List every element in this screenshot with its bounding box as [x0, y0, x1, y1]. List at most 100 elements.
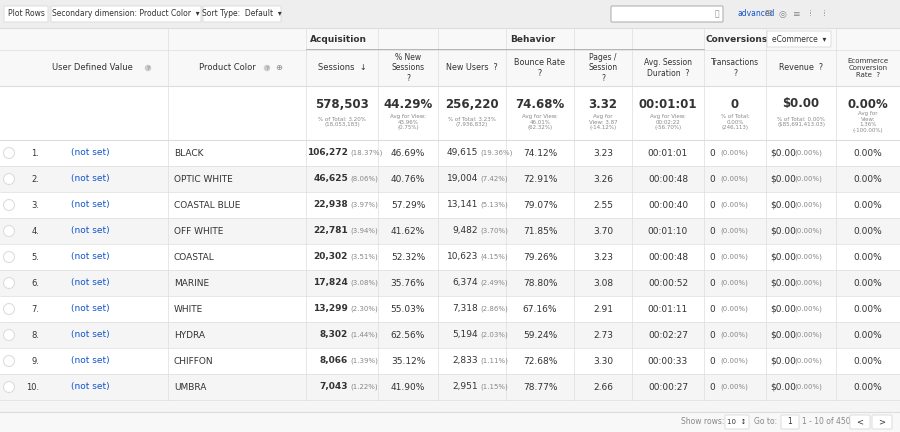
Text: 9.: 9.: [32, 356, 39, 365]
Text: 52.32%: 52.32%: [391, 252, 425, 261]
Circle shape: [4, 200, 14, 210]
Text: $0.00: $0.00: [770, 200, 796, 210]
Text: Ecommerce
Conversion
Rate  ?: Ecommerce Conversion Rate ?: [848, 58, 888, 78]
Text: (0.00%): (0.00%): [720, 150, 748, 156]
Text: 4.: 4.: [32, 226, 39, 235]
Text: 10.: 10.: [26, 382, 39, 391]
Text: Pages /
Session
?: Pages / Session ?: [589, 53, 617, 83]
Text: 00:00:27: 00:00:27: [648, 382, 688, 391]
Text: 44.29%: 44.29%: [383, 98, 433, 111]
Text: 0: 0: [709, 382, 715, 391]
Circle shape: [4, 381, 14, 393]
Text: 0.00%: 0.00%: [853, 252, 882, 261]
Text: 72.91%: 72.91%: [523, 175, 557, 184]
Text: (0.00%): (0.00%): [794, 332, 822, 338]
Text: 5.: 5.: [32, 252, 39, 261]
Bar: [0, 140, 900, 166]
Text: (7.42%): (7.42%): [480, 176, 508, 182]
Text: (0.00%): (0.00%): [720, 176, 748, 182]
Text: 0.00%: 0.00%: [853, 305, 882, 314]
Text: 8,066: 8,066: [320, 356, 348, 365]
Text: 0.00%: 0.00%: [853, 382, 882, 391]
Text: 0: 0: [709, 200, 715, 210]
Text: 79.07%: 79.07%: [523, 200, 557, 210]
Text: % of Total: 0.00%
($85,691,413.03): % of Total: 0.00% ($85,691,413.03): [777, 117, 825, 127]
Text: 00:02:27: 00:02:27: [648, 330, 688, 340]
Text: ⁞: ⁞: [808, 10, 812, 19]
Text: 19,004: 19,004: [446, 175, 478, 184]
Text: 10  ↕: 10 ↕: [727, 419, 747, 425]
FancyBboxPatch shape: [611, 6, 723, 22]
Text: (not set): (not set): [71, 149, 109, 158]
Text: User Defined Value: User Defined Value: [51, 64, 132, 73]
Text: (not set): (not set): [71, 175, 109, 184]
Text: $0.00: $0.00: [770, 279, 796, 288]
Text: Avg for View:
46.01%
(62.32%): Avg for View: 46.01% (62.32%): [522, 114, 558, 130]
Text: % New
Sessions
?: % New Sessions ?: [392, 53, 425, 83]
Bar: [0, 412, 900, 432]
Text: 9,482: 9,482: [453, 226, 478, 235]
Text: 1 - 10 of 450: 1 - 10 of 450: [802, 417, 850, 426]
Text: $0.00: $0.00: [770, 356, 796, 365]
Text: eCommerce  ▾: eCommerce ▾: [772, 35, 826, 44]
Circle shape: [4, 330, 14, 340]
Text: 0.00%: 0.00%: [853, 279, 882, 288]
Text: 7,318: 7,318: [452, 305, 478, 314]
Text: (2.03%): (2.03%): [480, 332, 508, 338]
Text: (2.49%): (2.49%): [480, 280, 508, 286]
Text: $0.00: $0.00: [770, 226, 796, 235]
Text: 62.56%: 62.56%: [391, 330, 425, 340]
Text: 0.00%: 0.00%: [853, 149, 882, 158]
Bar: [0, 28, 900, 86]
Bar: [0, 374, 900, 400]
Text: 00:00:48: 00:00:48: [648, 252, 688, 261]
Text: Revenue  ?: Revenue ?: [778, 64, 824, 73]
Text: (0.00%): (0.00%): [720, 384, 748, 390]
Text: (not set): (not set): [71, 200, 109, 210]
Text: 13,299: 13,299: [313, 305, 348, 314]
Text: 2.55: 2.55: [593, 200, 613, 210]
Text: 🔍: 🔍: [715, 10, 719, 19]
Text: MARINE: MARINE: [174, 279, 209, 288]
Text: 0: 0: [731, 98, 739, 111]
Text: 74.68%: 74.68%: [516, 98, 564, 111]
Text: 13,141: 13,141: [446, 200, 478, 210]
Text: (0.00%): (0.00%): [720, 254, 748, 260]
Text: 79.26%: 79.26%: [523, 252, 557, 261]
Text: (19.36%): (19.36%): [480, 150, 512, 156]
Text: Avg for
View:
1.36%
(-100.00%): Avg for View: 1.36% (-100.00%): [852, 111, 883, 133]
Text: 7.: 7.: [31, 305, 39, 314]
Bar: [0, 244, 900, 270]
Text: 00:01:01: 00:01:01: [639, 98, 698, 111]
Text: % of Total: 3.23%
(7,936,832): % of Total: 3.23% (7,936,832): [448, 117, 496, 127]
Text: 3.23: 3.23: [593, 149, 613, 158]
Text: 6,374: 6,374: [453, 279, 478, 288]
FancyBboxPatch shape: [725, 415, 749, 429]
Bar: [0, 192, 900, 218]
Text: 2,833: 2,833: [453, 356, 478, 365]
Text: (0.00%): (0.00%): [794, 306, 822, 312]
Text: 00:01:01: 00:01:01: [648, 149, 688, 158]
Text: Go to:: Go to:: [754, 417, 777, 426]
Text: 3.26: 3.26: [593, 175, 613, 184]
Text: 71.85%: 71.85%: [523, 226, 557, 235]
Text: (0.00%): (0.00%): [794, 202, 822, 208]
Text: $0.00: $0.00: [770, 382, 796, 391]
Text: Transactions
?: Transactions ?: [711, 58, 759, 78]
Text: % of Total:
0.00%
(246,113): % of Total: 0.00% (246,113): [721, 114, 750, 130]
Text: 00:00:52: 00:00:52: [648, 279, 688, 288]
Text: (18.37%): (18.37%): [350, 150, 382, 156]
FancyBboxPatch shape: [4, 6, 48, 22]
Text: ◎: ◎: [778, 10, 786, 19]
Text: Show rows:: Show rows:: [680, 417, 724, 426]
Text: 578,503: 578,503: [315, 98, 369, 111]
Text: COASTAL: COASTAL: [174, 252, 215, 261]
FancyBboxPatch shape: [767, 31, 831, 47]
Text: 41.62%: 41.62%: [391, 226, 425, 235]
Text: BLACK: BLACK: [174, 149, 203, 158]
Circle shape: [4, 304, 14, 314]
Text: (1.15%): (1.15%): [480, 384, 508, 390]
Text: 00:00:33: 00:00:33: [648, 356, 688, 365]
Text: (4.15%): (4.15%): [480, 254, 508, 260]
Text: Behavior: Behavior: [510, 35, 555, 44]
